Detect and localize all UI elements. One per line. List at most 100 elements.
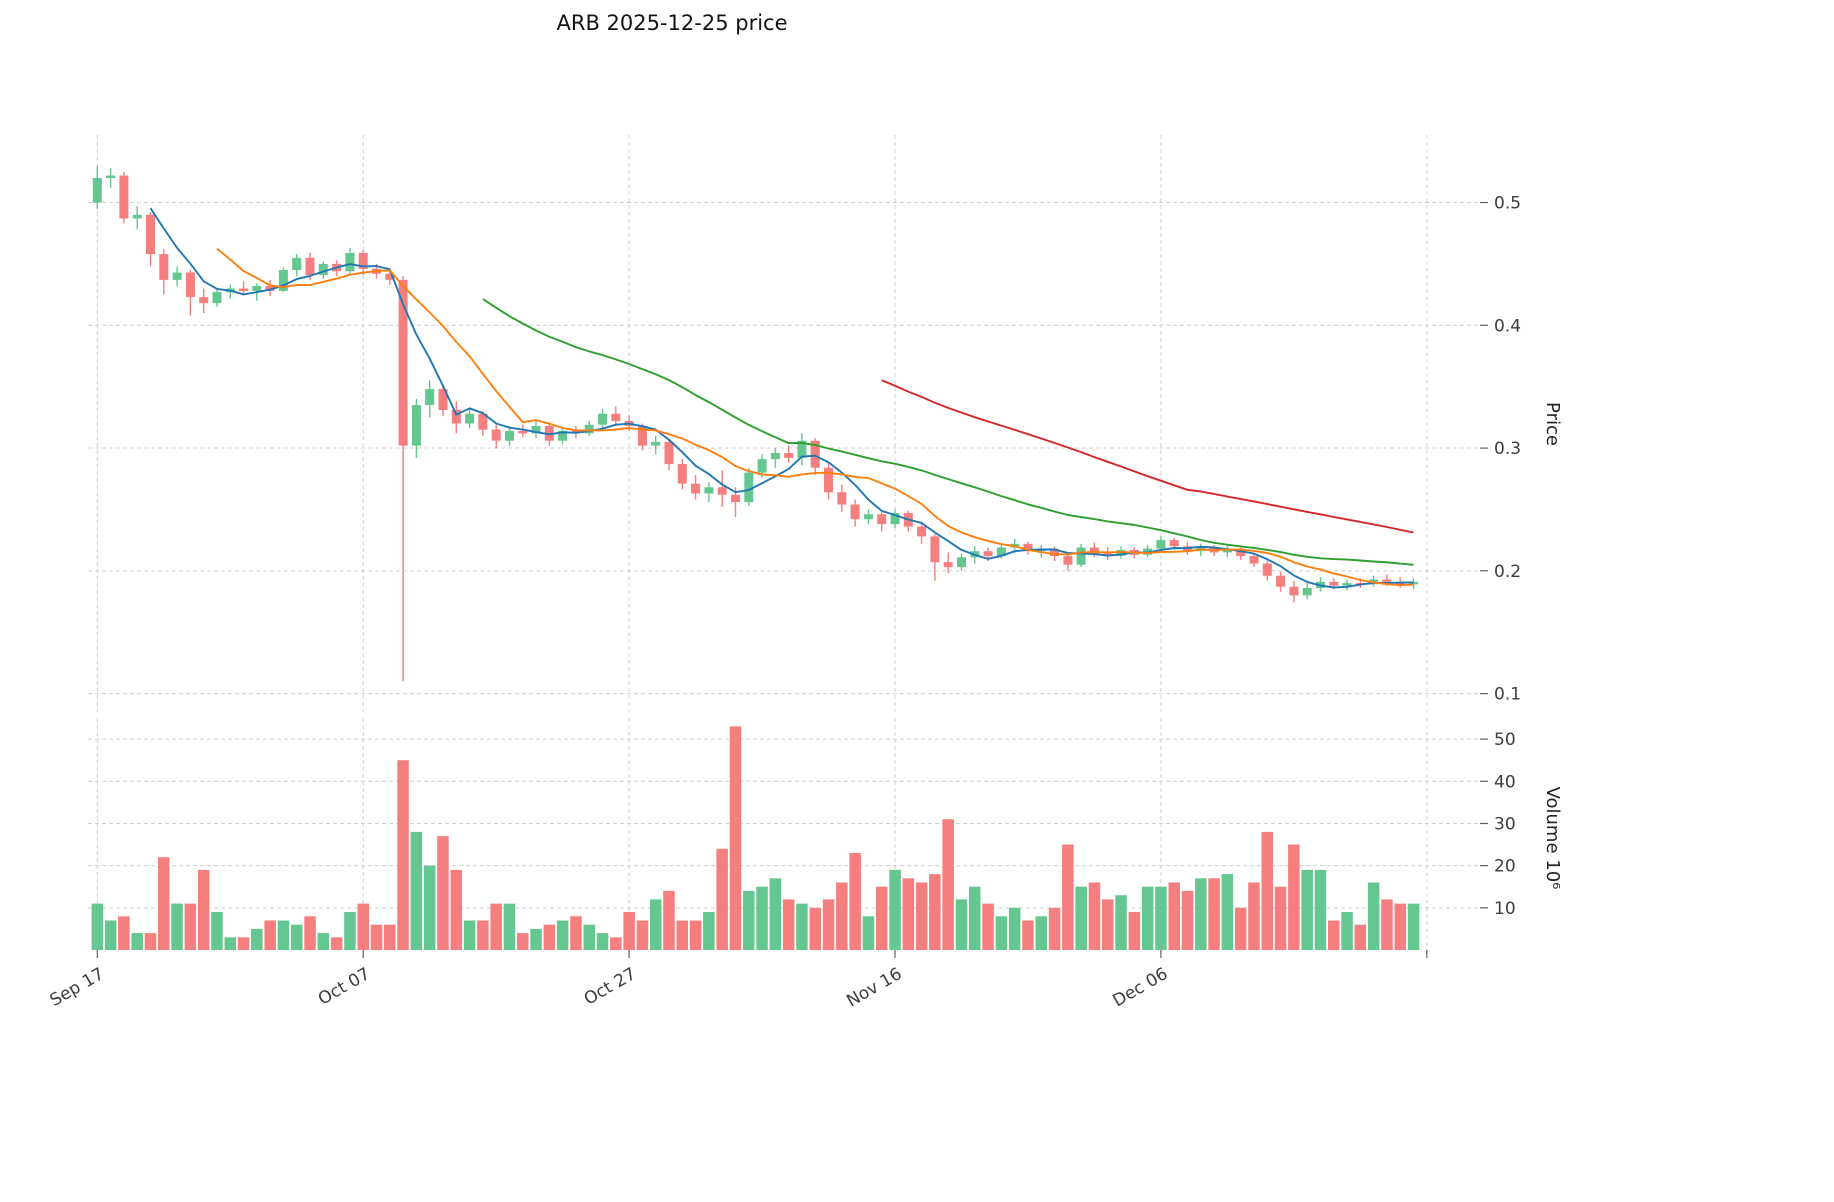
volume-bar [304,916,316,950]
candle-body [172,272,182,280]
candle-body [731,494,740,503]
volume-bar [118,916,130,950]
volume-bar [862,916,875,950]
candle-body [358,252,368,269]
volume-bar [703,912,715,950]
candle-body [345,252,355,272]
volume-tick-label: 30 [1494,815,1516,835]
volume-bar [91,903,104,950]
candle-body [212,292,222,304]
candle-body [1116,549,1126,556]
volume-bar [1328,920,1340,950]
candle-body [318,263,328,275]
volume-bar [1394,903,1406,950]
price-tick-label: 0.3 [1494,439,1521,459]
volume-bar [1195,878,1207,950]
volume-bar [743,890,755,950]
candle-body [518,430,528,434]
volume-bar [1208,878,1220,950]
chart-title: ARB 2025-12-25 price [556,11,787,35]
candle-body [505,430,514,441]
volume-bar [410,831,423,950]
volume-bar [689,920,702,950]
candle-body [957,557,966,568]
volume-bar [1301,869,1313,950]
candle-body [877,514,887,525]
volume-bar [636,920,649,950]
volume-bar [982,903,994,950]
volume-bar [889,869,901,950]
volume-bar [1022,920,1034,950]
volume-bar [1102,899,1114,950]
price-tick-label: 0.1 [1494,685,1521,705]
candle-body [837,492,847,505]
volume-bar [1314,869,1327,950]
volume-bar [463,920,476,950]
candle-body [850,504,860,520]
candle-body [810,440,820,468]
volume-bar [517,933,529,950]
candle-body [664,441,674,464]
volume-bar [224,937,236,950]
volume-bar [1035,916,1047,950]
volume-bar [317,933,330,950]
candle-body [930,536,940,563]
ma-line-10 [216,247,1414,587]
candle-body [1076,547,1086,565]
candle-body [797,440,807,458]
axis-tick-layer: 0.1 0.2 0.3 0.4 0.5 10 20 30 40 50 Sep 17 Oct 07 Oct… [47,194,1521,1012]
volume-axis-label: Volume 10⁶ [1542,787,1563,890]
candle-body [1050,548,1060,557]
candle-body [611,413,621,422]
candle-body [784,453,794,458]
candle-body [385,273,395,280]
candle-body [252,286,262,291]
volume-bar [437,836,449,950]
volume-bar [543,924,556,950]
volume-bar [1367,882,1380,950]
candle-body [265,286,275,291]
volume-bar [1288,844,1300,950]
candle-body [132,214,142,219]
volume-bar [915,882,928,950]
candle-body [1023,543,1033,552]
volume-bar [1407,903,1420,950]
candle-body [119,175,129,219]
candle-body [1089,547,1099,554]
candle-body [1289,586,1299,596]
candle-body [1382,579,1392,582]
candle-body [1342,583,1352,586]
candle-body [305,257,315,275]
price-tick-label: 0.4 [1494,316,1521,336]
volume-bar [769,878,782,950]
volume-bar [1221,874,1234,950]
candle-body [863,514,873,520]
price-axis-label: Price [1542,402,1563,446]
candle-body [411,405,421,446]
moving-average-lines-layer [149,207,1414,589]
candle-body [491,429,501,441]
candle-body [1156,540,1166,549]
volume-bar [623,912,635,950]
volume-bar [809,907,821,950]
volume-bar [530,928,542,950]
volume-bar [1048,907,1061,950]
candle-body [558,430,568,441]
volume-bar [942,819,954,950]
candle-body [1169,540,1179,547]
volume-bar [1274,886,1287,950]
candle-body [425,389,435,406]
volume-bar [995,916,1008,950]
volume-bar [782,899,795,950]
volume-bar [131,933,143,950]
volume-bar [822,899,835,950]
date-tick-label: Oct 07 [315,964,374,1010]
candle-body [917,526,927,537]
volume-bar [849,853,861,950]
volume-bar [357,903,369,950]
volume-bar [490,903,502,950]
volume-bar [1062,844,1074,950]
candle-body [651,441,661,446]
volume-bar [729,726,742,950]
